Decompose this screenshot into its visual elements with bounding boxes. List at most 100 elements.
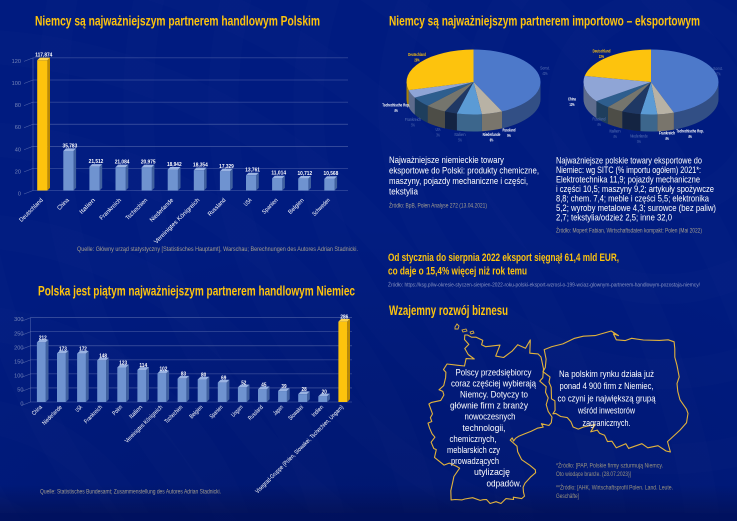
svg-text:5,2; wyroby metalowe 4,3; suro: 5,2; wyroby metalowe 4,3; surowce (bez p…: [556, 203, 716, 213]
svg-text:0: 0: [18, 192, 21, 198]
svg-text:i części 10,5; maszyny 9,2; ar: i części 10,5; maszyny 9,2; artykuły spo…: [556, 184, 714, 194]
svg-text:13,761: 13,761: [245, 168, 260, 174]
svg-text:China: China: [56, 197, 71, 212]
svg-text:Deutschland: Deutschland: [593, 49, 611, 54]
svg-text:Niederlande: Niederlande: [41, 404, 64, 427]
svg-text:Ungarn: Ungarn: [230, 404, 245, 419]
svg-text:100: 100: [14, 373, 23, 379]
svg-text:Tschechien: Tschechien: [163, 404, 184, 425]
svg-text:52: 52: [241, 380, 246, 386]
svg-text:Najważniejsze niemieckie towar: Najważniejsze niemieckie towary: [389, 155, 504, 166]
svg-text:80: 80: [15, 103, 21, 109]
svg-text:Niemcy są najważniejszym partn: Niemcy są najważniejszym partnerem impor…: [389, 14, 700, 29]
svg-text:Najważniejsze polskie towary e: Najważniejsze polskie towary eksportowe …: [556, 156, 702, 166]
svg-text:Quelle: Główny urząd statystyc: Quelle: Główny urząd statystyczny [Stati…: [77, 246, 358, 253]
svg-text:głównie firm z branży: głównie firm z branży: [450, 400, 528, 411]
svg-text:18,354: 18,354: [193, 163, 208, 169]
svg-text:Oto wiodące branże. (28.07.202: Oto wiodące branże. (28.07.2023)]: [556, 471, 631, 478]
svg-text:Belgien: Belgien: [287, 197, 306, 216]
svg-text:150: 150: [14, 359, 23, 365]
svg-text:4%: 4%: [597, 122, 601, 127]
svg-text:Russland: Russland: [247, 404, 265, 422]
svg-text:Japan: Japan: [272, 404, 285, 417]
svg-text:13%: 13%: [569, 102, 574, 107]
svg-text:Na polskim rynku działa już: Na polskim rynku działa już: [559, 368, 654, 379]
svg-text:**Źródło: [AHK, Wirtschaftspro: **Źródło: [AHK, Wirtschaftsprofil Polen.…: [556, 483, 673, 492]
svg-text:Russland: Russland: [593, 117, 607, 122]
svg-text:Spanien: Spanien: [261, 197, 280, 216]
svg-text:Vereinigtes Königreich: Vereinigtes Königreich: [153, 197, 202, 246]
svg-text:co daje o 15,4% więcej niż rok: co daje o 15,4% więcej niż rok temu: [388, 266, 527, 278]
svg-text:4%: 4%: [688, 134, 692, 139]
svg-text:Geschäfte]: Geschäfte]: [556, 493, 579, 500]
svg-text:5%: 5%: [507, 133, 511, 138]
svg-text:20,975: 20,975: [141, 160, 156, 166]
svg-text:Polen: Polen: [111, 404, 124, 417]
svg-text:zagranicznych.: zagranicznych.: [583, 417, 631, 428]
svg-text:212: 212: [39, 335, 47, 341]
svg-text:21,512: 21,512: [89, 159, 104, 165]
svg-text:Italien: Italien: [609, 129, 621, 134]
svg-text:coraz częściej wybierają: coraz częściej wybierają: [451, 377, 537, 388]
svg-text:Slowakei: Slowakei: [287, 404, 305, 422]
svg-text:Elektrotechnika 11,9; pojazdy: Elektrotechnika 11,9; pojazdy mechaniczn…: [556, 175, 700, 185]
svg-text:USA: USA: [74, 404, 84, 414]
svg-text:117,874: 117,874: [35, 53, 53, 59]
svg-text:22%: 22%: [599, 54, 604, 59]
svg-text:120: 120: [12, 59, 21, 65]
svg-text:technologii,: technologii,: [463, 422, 506, 433]
svg-text:USA: USA: [436, 127, 441, 132]
svg-text:Indien: Indien: [310, 404, 325, 419]
svg-text:Deutschland: Deutschland: [18, 197, 45, 224]
svg-text:20: 20: [15, 169, 21, 175]
svg-text:Russland: Russland: [207, 197, 228, 218]
svg-text:Italien: Italien: [454, 132, 466, 137]
svg-text:utylizację: utylizację: [474, 466, 510, 477]
svg-text:80: 80: [201, 373, 206, 379]
svg-text:Frankreich: Frankreich: [98, 197, 123, 222]
svg-text:Źródło: https://ksg.pl/w-okres: Źródło: https://ksg.pl/w-okresie-styczen…: [388, 282, 700, 289]
svg-text:17,329: 17,329: [219, 164, 234, 170]
svg-text:Frankreich: Frankreich: [83, 404, 104, 425]
svg-text:Belgien: Belgien: [188, 404, 204, 420]
svg-text:wśród inwestorów: wśród inwestorów: [577, 405, 635, 416]
svg-text:Źródło: BpB, Polen Analyse 272: Źródło: BpB, Polen Analyse 272 (13.04.20…: [389, 201, 487, 210]
svg-text:Tschechische Rep.: Tschechische Rep.: [676, 129, 704, 134]
svg-text:prowadzących: prowadzących: [451, 455, 499, 466]
svg-text:29%: 29%: [414, 57, 419, 62]
svg-text:Russland: Russland: [503, 128, 516, 133]
svg-text:20: 20: [322, 389, 327, 395]
svg-text:11,014: 11,014: [271, 171, 286, 177]
svg-text:odpadów.: odpadów.: [487, 477, 522, 488]
svg-text:200: 200: [14, 345, 23, 351]
svg-text:tekstylia: tekstylia: [389, 187, 419, 198]
svg-text:Quelle: Statistisches Bundesam: Quelle: Statistisches Bundesamt; Zusamme…: [40, 489, 221, 496]
svg-text:co czyni je największą grupą: co czyni je największą grupą: [558, 392, 657, 403]
svg-text:nowoczesnych: nowoczesnych: [465, 411, 516, 422]
svg-text:Sonst.: Sonst.: [713, 66, 723, 71]
svg-text:Niederlande: Niederlande: [483, 132, 501, 137]
svg-text:Frankreich: Frankreich: [659, 131, 676, 136]
svg-text:2,7; tekstylia/odzież 2,5; inn: 2,7; tekstylia/odzież 2,5; inne 32,0: [556, 212, 672, 222]
svg-text:ponad 4 900 firm z Niemiec,: ponad 4 900 firm z Niemiec,: [560, 380, 654, 391]
svg-text:50: 50: [17, 387, 23, 393]
svg-text:4%: 4%: [613, 134, 617, 139]
svg-text:USA: USA: [243, 197, 254, 208]
svg-text:45: 45: [261, 382, 267, 388]
svg-text:Spanien: Spanien: [208, 404, 224, 420]
svg-text:maszyny, pojazdy mechaniczne i: maszyny, pojazdy mechaniczne i części,: [389, 176, 528, 187]
svg-text:40: 40: [15, 147, 21, 153]
svg-text:39: 39: [281, 384, 287, 390]
svg-text:100: 100: [12, 81, 21, 87]
svg-text:Polska jest piątym najważniejs: Polska jest piątym najważniejszym partne…: [38, 284, 355, 299]
svg-text:Źródło: Mopert Fabian, Wirtsch: Źródło: Mopert Fabian, Wirtschaftsdaten …: [556, 226, 702, 235]
svg-text:4%: 4%: [394, 108, 398, 113]
svg-text:102: 102: [160, 366, 168, 372]
svg-text:69: 69: [221, 376, 227, 382]
svg-text:Visegrad-Gruppe (Polen, Slowak: Visegrad-Gruppe (Polen, Slowakei, Tschec…: [254, 404, 345, 495]
svg-text:*Źródło: [PAP, Polskie firmy s: *Źródło: [PAP, Polskie firmy szturmują N…: [556, 461, 663, 470]
svg-text:83: 83: [181, 372, 187, 378]
svg-text:286: 286: [340, 315, 348, 321]
svg-text:Niemiec: wg SITC (% importu og: Niemiec: wg SITC (% importu ogółem) 2021…: [556, 165, 701, 175]
svg-text:Deutschland: Deutschland: [408, 52, 426, 57]
